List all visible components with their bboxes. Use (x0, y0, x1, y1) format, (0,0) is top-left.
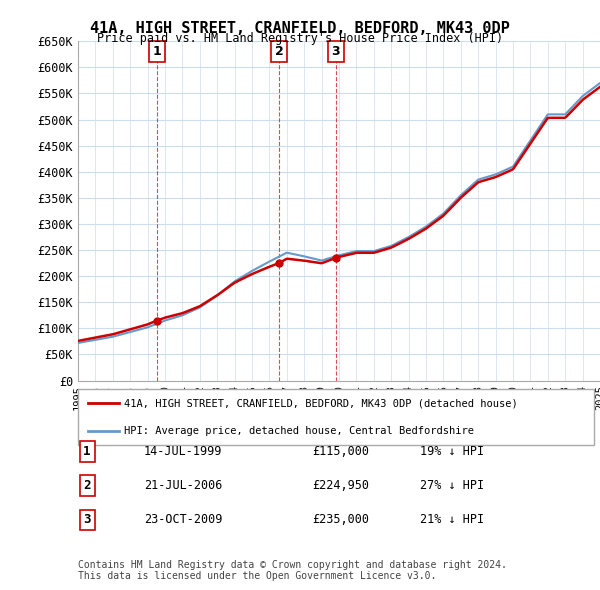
Text: 1: 1 (152, 45, 161, 58)
Text: 27% ↓ HPI: 27% ↓ HPI (420, 479, 484, 492)
Text: 3: 3 (331, 45, 340, 58)
Text: £235,000: £235,000 (312, 513, 369, 526)
Text: 21-JUL-2006: 21-JUL-2006 (144, 479, 223, 492)
Text: 2: 2 (83, 479, 91, 492)
Text: 2: 2 (275, 45, 283, 58)
Text: 14-JUL-1999: 14-JUL-1999 (144, 445, 223, 458)
Text: 1: 1 (83, 445, 91, 458)
Text: 19% ↓ HPI: 19% ↓ HPI (420, 445, 484, 458)
Text: £115,000: £115,000 (312, 445, 369, 458)
Text: 21% ↓ HPI: 21% ↓ HPI (420, 513, 484, 526)
Text: HPI: Average price, detached house, Central Bedfordshire: HPI: Average price, detached house, Cent… (124, 427, 475, 437)
FancyBboxPatch shape (78, 389, 594, 445)
Text: 41A, HIGH STREET, CRANFIELD, BEDFORD, MK43 0DP: 41A, HIGH STREET, CRANFIELD, BEDFORD, MK… (90, 21, 510, 35)
Text: 41A, HIGH STREET, CRANFIELD, BEDFORD, MK43 0DP (detached house): 41A, HIGH STREET, CRANFIELD, BEDFORD, MK… (124, 398, 518, 408)
Text: 3: 3 (83, 513, 91, 526)
Text: £224,950: £224,950 (312, 479, 369, 492)
Text: 23-OCT-2009: 23-OCT-2009 (144, 513, 223, 526)
Text: Contains HM Land Registry data © Crown copyright and database right 2024.
This d: Contains HM Land Registry data © Crown c… (78, 559, 507, 581)
Text: Price paid vs. HM Land Registry's House Price Index (HPI): Price paid vs. HM Land Registry's House … (97, 32, 503, 45)
